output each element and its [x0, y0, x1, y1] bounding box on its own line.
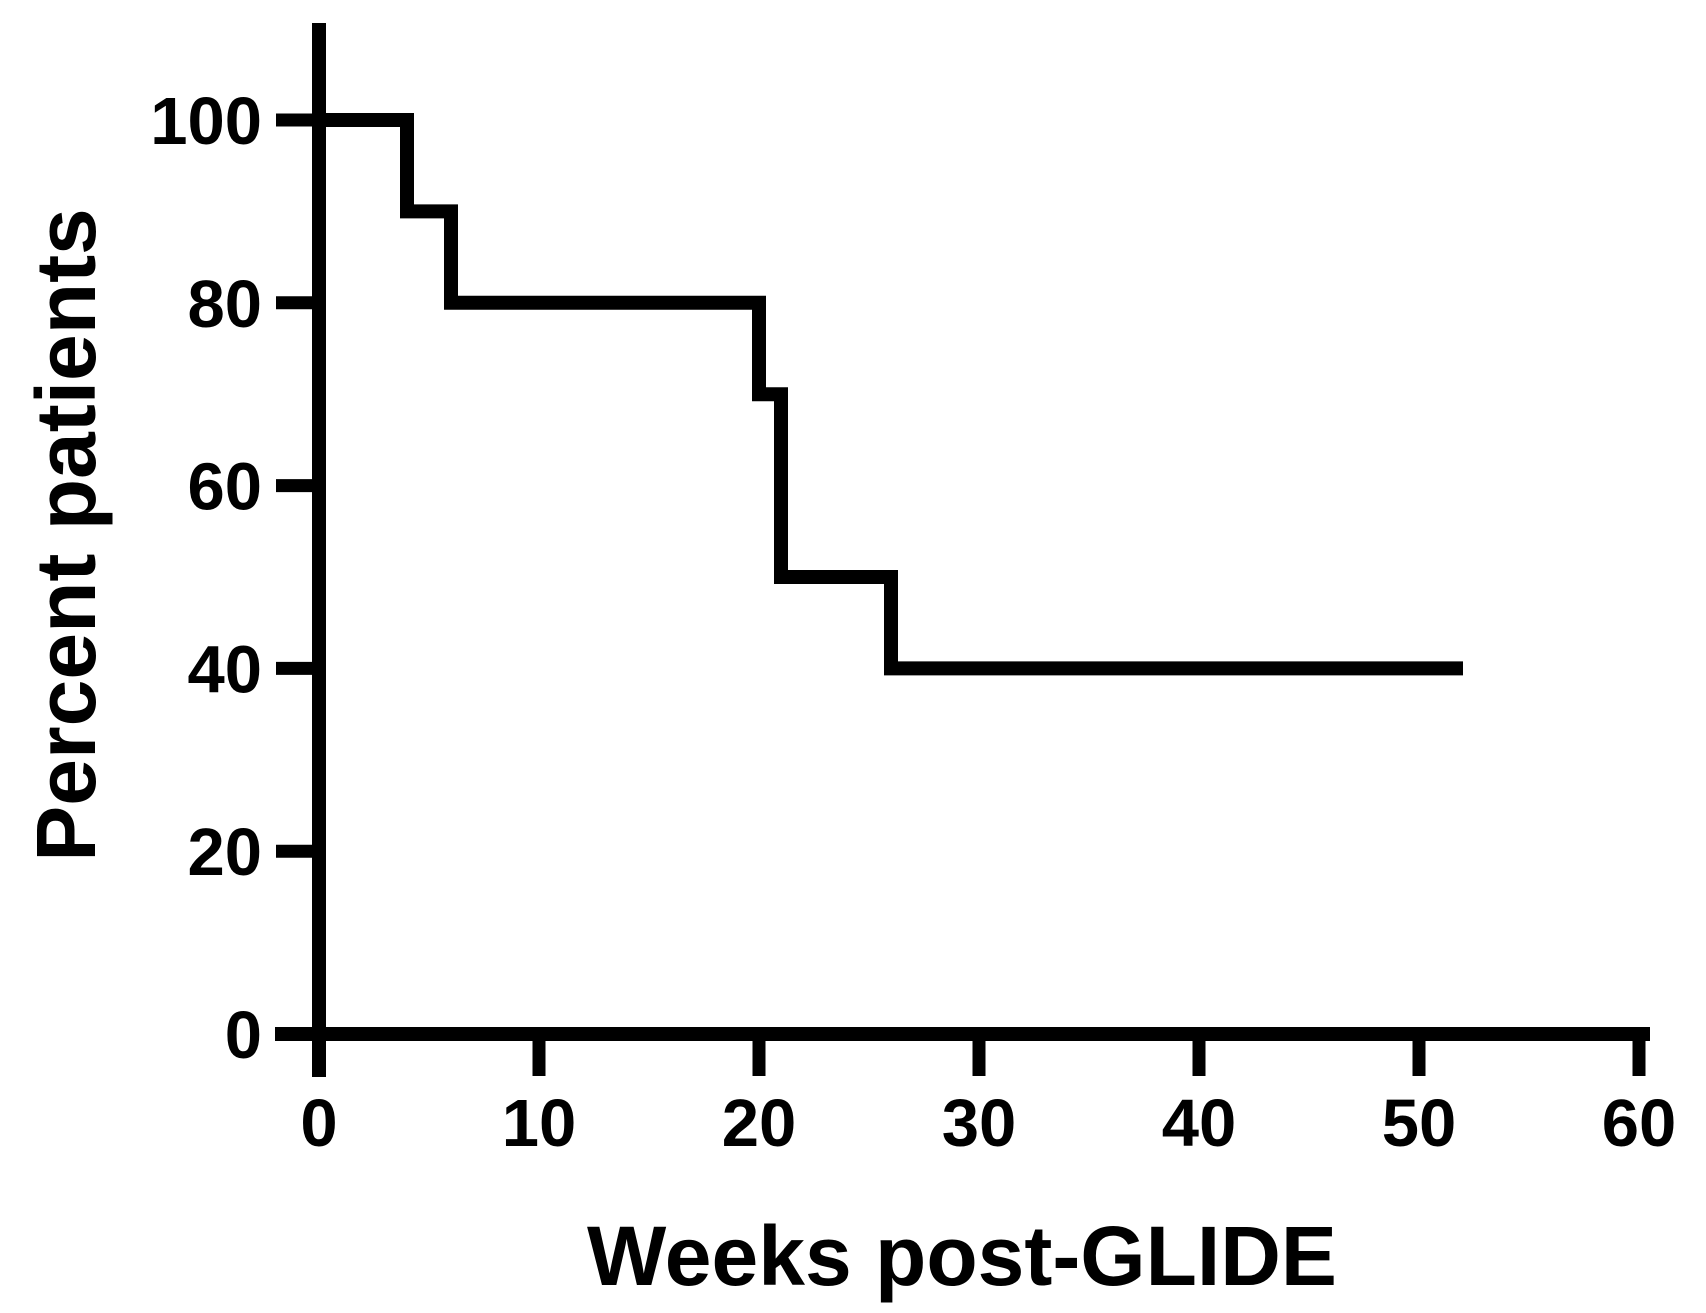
tick-labels-layer: 0 20 40 60 80 100 0 10 20 30 40 50 60 [150, 84, 1676, 1161]
y-tick-label-60: 60 [187, 450, 262, 525]
y-tick-label-0: 0 [225, 998, 262, 1073]
survival-step-line-Percent patients [319, 113, 1463, 676]
y-tick-label-20: 20 [187, 815, 262, 890]
series-layer [319, 113, 1463, 676]
x-tick-label-30: 30 [942, 1086, 1017, 1161]
x-tick-label-50: 50 [1382, 1086, 1457, 1161]
axes-layer [275, 23, 1650, 1077]
y-tick-label-100: 100 [150, 84, 262, 159]
x-tick-label-60: 60 [1602, 1086, 1677, 1161]
x-tick-label-40: 40 [1162, 1086, 1237, 1161]
y-tick-label-40: 40 [187, 632, 262, 707]
y-axis-title: Percent patients [19, 208, 113, 862]
x-tick-label-20: 20 [722, 1086, 797, 1161]
x-tick-label-10: 10 [502, 1086, 577, 1161]
ticks-layer [276, 113, 1646, 1076]
x-tick-label-0: 0 [300, 1086, 337, 1161]
x-axis-title: Weeks post-GLIDE [587, 1209, 1337, 1303]
y-tick-label-80: 80 [187, 267, 262, 342]
